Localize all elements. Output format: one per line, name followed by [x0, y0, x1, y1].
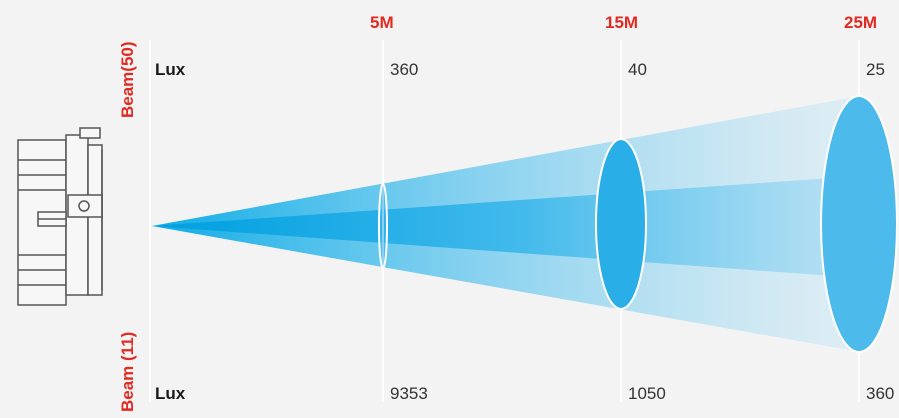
beam-ellipse-5m [378, 183, 388, 269]
inner-beam-cone [152, 176, 860, 278]
lux-bottom-5m: 9353 [390, 384, 428, 403]
lux-top-25m: 25 [866, 60, 885, 79]
beam-label-bottom: Beam (11) [118, 331, 137, 412]
lux-top-15m: 40 [628, 60, 647, 79]
distance-label-15m: 15M [605, 13, 639, 32]
lux-label-bottom: Lux [155, 384, 186, 403]
lux-label-top: Lux [155, 60, 186, 79]
distance-label-25m: 25M [844, 13, 878, 32]
lux-bottom-25m: 360 [866, 384, 895, 403]
lux-bottom-15m: 1050 [628, 384, 666, 403]
beam-ellipse-25m [820, 95, 898, 353]
beam-label-top: Beam(50) [118, 41, 137, 118]
beam-ellipse-15m [595, 138, 647, 310]
lux-top-5m: 360 [390, 60, 419, 79]
light-fixture-icon [17, 127, 103, 306]
distance-label-5m: 5M [370, 13, 394, 32]
